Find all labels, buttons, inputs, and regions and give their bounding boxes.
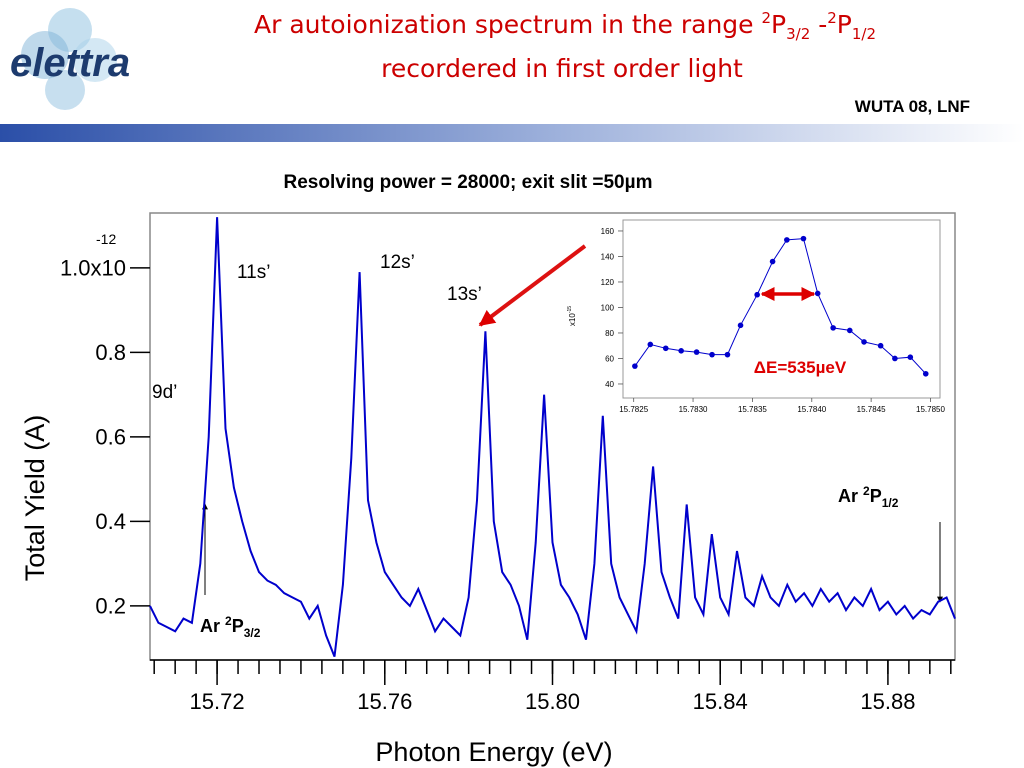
- peak-label: 12s’: [380, 252, 415, 273]
- data-point: [814, 290, 821, 297]
- level-prefix: Ar: [200, 616, 225, 636]
- logo: elettra: [10, 8, 130, 110]
- y-tick-label: 160: [601, 227, 615, 236]
- title-sup: 2: [762, 9, 772, 27]
- data-point: [632, 363, 638, 369]
- data-point: [678, 348, 684, 354]
- inset-y-label: x10-15: [567, 306, 577, 326]
- level-label: Ar 2P1/2: [838, 484, 899, 510]
- title-line-1: Ar autoionization spectrum in the range …: [254, 9, 876, 43]
- title-text: P: [837, 10, 852, 39]
- title-text: P: [771, 10, 786, 39]
- x-tick-label: 15.7825: [619, 405, 648, 414]
- data-point: [846, 327, 853, 334]
- x-tick-label: 15.72: [190, 689, 245, 714]
- title-text: Ar autoionization spectrum in the range: [254, 10, 762, 39]
- level-main: P: [870, 486, 882, 506]
- x-tick-label: 15.7850: [916, 405, 945, 414]
- data-point: [647, 341, 654, 348]
- y-tick-label: 0.2: [95, 594, 126, 619]
- y-tick-label: 0.4: [95, 509, 126, 534]
- data-point: [861, 339, 867, 345]
- inset-y-label-text: x10: [568, 313, 577, 326]
- y-tick-label: 120: [601, 278, 615, 287]
- title-text: -: [810, 10, 827, 39]
- data-point: [877, 342, 884, 349]
- x-tick-label: 15.88: [860, 689, 915, 714]
- zoom-arrow: [478, 244, 587, 327]
- data-point: [737, 322, 744, 329]
- data-point: [907, 354, 914, 360]
- data-point: [800, 235, 807, 242]
- y-tick-label: 80: [605, 329, 614, 338]
- x-tick-label: 15.7830: [679, 405, 708, 414]
- title-sub: 1/2: [852, 25, 876, 43]
- data-point: [769, 258, 776, 265]
- x-tick-label: 15.7840: [797, 405, 826, 414]
- level-prefix: Ar: [838, 486, 863, 506]
- data-point: [724, 351, 731, 358]
- header-bar: [0, 124, 1024, 142]
- y-tick-label: 1.0x10: [60, 256, 126, 281]
- title-sub: 3/2: [786, 25, 810, 43]
- peak-label: 9d’: [152, 382, 177, 403]
- data-point: [754, 291, 760, 298]
- y-exponent: -12: [96, 231, 116, 247]
- x-tick-label: 15.84: [693, 689, 748, 714]
- y-tick-label: 0.8: [95, 340, 126, 365]
- data-point: [662, 345, 669, 352]
- y-tick-label: 0.6: [95, 425, 126, 450]
- level-sub: 3/2: [244, 626, 261, 640]
- level-sup: 2: [863, 484, 870, 498]
- data-point: [784, 237, 790, 243]
- peak-label: 11s’: [237, 262, 270, 283]
- subtitle: Resolving power = 28000; exit slit =50µm: [284, 172, 653, 193]
- x-tick-label: 15.80: [525, 689, 580, 714]
- event: WUTA 08, LNF: [855, 97, 970, 116]
- x-tick-label: 15.76: [357, 689, 412, 714]
- level-sub: 1/2: [882, 496, 899, 510]
- level-label: Ar 2P3/2: [200, 614, 261, 640]
- y-axis-label: Total Yield (A): [20, 415, 50, 582]
- inset-y-exponent: -15: [567, 306, 573, 313]
- data-point: [922, 370, 929, 377]
- level-sup: 2: [225, 614, 232, 628]
- spectrum-line: [149, 217, 956, 657]
- peak-label: 13s’: [447, 284, 482, 305]
- y-tick-label: 40: [605, 380, 614, 389]
- data-point: [892, 355, 898, 362]
- data-point: [693, 349, 700, 355]
- title-sup: 2: [827, 9, 837, 27]
- data-point: [830, 325, 836, 331]
- y-tick-label: 60: [605, 354, 614, 363]
- title-line-2: recordered in first order light: [381, 54, 743, 83]
- data-point: [709, 351, 715, 358]
- x-axis-label: Photon Energy (eV): [375, 737, 612, 767]
- y-tick-label: 100: [601, 303, 615, 312]
- inset-annotation: ΔE=535µeV: [754, 358, 847, 377]
- inset-frame: [622, 219, 941, 399]
- logo-text: elettra: [10, 41, 130, 85]
- y-tick-label: 140: [601, 252, 615, 261]
- x-tick-label: 15.7835: [738, 405, 767, 414]
- x-tick-label: 15.7845: [857, 405, 886, 414]
- level-main: P: [232, 616, 244, 636]
